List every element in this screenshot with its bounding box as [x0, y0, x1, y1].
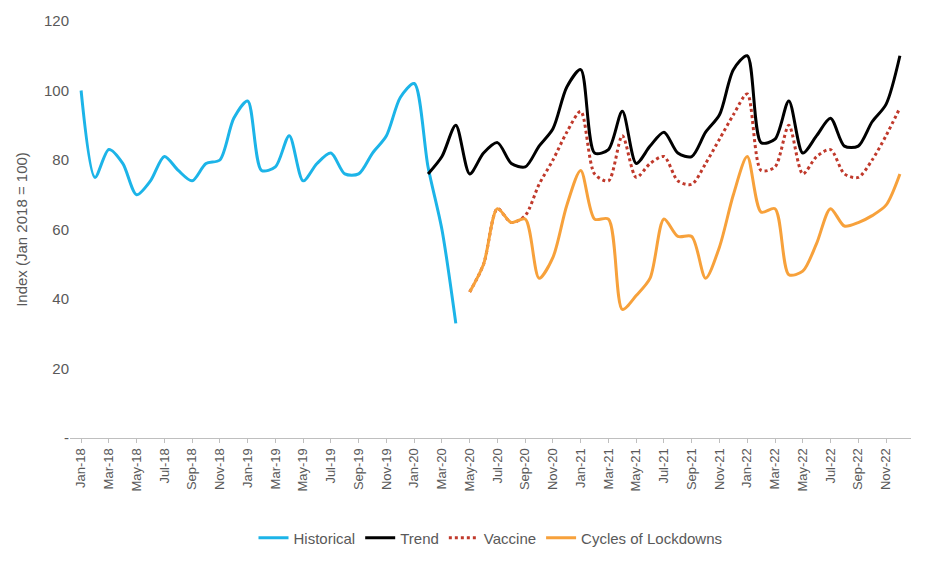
svg-text:-: - — [64, 429, 69, 446]
svg-text:Mar-18: Mar-18 — [101, 448, 116, 489]
svg-text:May-19: May-19 — [295, 448, 310, 491]
svg-text:Nov-21: Nov-21 — [712, 448, 727, 490]
svg-text:Jan-22: Jan-22 — [739, 448, 754, 488]
svg-text:Mar-22: Mar-22 — [767, 448, 782, 489]
svg-text:Sep-21: Sep-21 — [684, 448, 699, 490]
svg-text:Nov-22: Nov-22 — [878, 448, 893, 490]
svg-text:Jan-18: Jan-18 — [73, 448, 88, 488]
svg-text:Vaccine: Vaccine — [484, 530, 536, 547]
svg-text:Index (Jan 2018 = 100): Index (Jan 2018 = 100) — [13, 152, 30, 307]
svg-text:Historical: Historical — [294, 530, 356, 547]
svg-text:Jan-21: Jan-21 — [573, 448, 588, 488]
svg-text:Sep-19: Sep-19 — [351, 448, 366, 490]
svg-text:May-21: May-21 — [628, 448, 643, 491]
svg-text:60: 60 — [52, 221, 69, 238]
svg-text:May-18: May-18 — [129, 448, 144, 491]
svg-text:May-20: May-20 — [462, 448, 477, 491]
svg-text:Jan-19: Jan-19 — [240, 448, 255, 488]
svg-text:Sep-18: Sep-18 — [184, 448, 199, 490]
svg-text:Mar-19: Mar-19 — [268, 448, 283, 489]
svg-text:May-22: May-22 — [795, 448, 810, 491]
svg-text:Jul-18: Jul-18 — [157, 448, 172, 483]
svg-text:20: 20 — [52, 360, 69, 377]
svg-text:Trend: Trend — [400, 530, 439, 547]
svg-text:100: 100 — [44, 82, 69, 99]
svg-text:Jul-22: Jul-22 — [823, 448, 838, 483]
svg-text:80: 80 — [52, 151, 69, 168]
svg-text:Jul-20: Jul-20 — [490, 448, 505, 483]
svg-text:Nov-19: Nov-19 — [379, 448, 394, 490]
svg-text:Mar-20: Mar-20 — [434, 448, 449, 489]
svg-text:Jul-21: Jul-21 — [656, 448, 671, 483]
svg-text:40: 40 — [52, 290, 69, 307]
svg-text:Sep-22: Sep-22 — [850, 448, 865, 490]
svg-text:Jul-19: Jul-19 — [323, 448, 338, 483]
svg-text:Cycles of Lockdowns: Cycles of Lockdowns — [581, 530, 722, 547]
svg-text:Nov-18: Nov-18 — [212, 448, 227, 490]
svg-text:Jan-20: Jan-20 — [406, 448, 421, 488]
svg-text:Sep-20: Sep-20 — [517, 448, 532, 490]
svg-text:Nov-20: Nov-20 — [545, 448, 560, 490]
svg-text:Mar-21: Mar-21 — [601, 448, 616, 489]
svg-text:120: 120 — [44, 12, 69, 29]
